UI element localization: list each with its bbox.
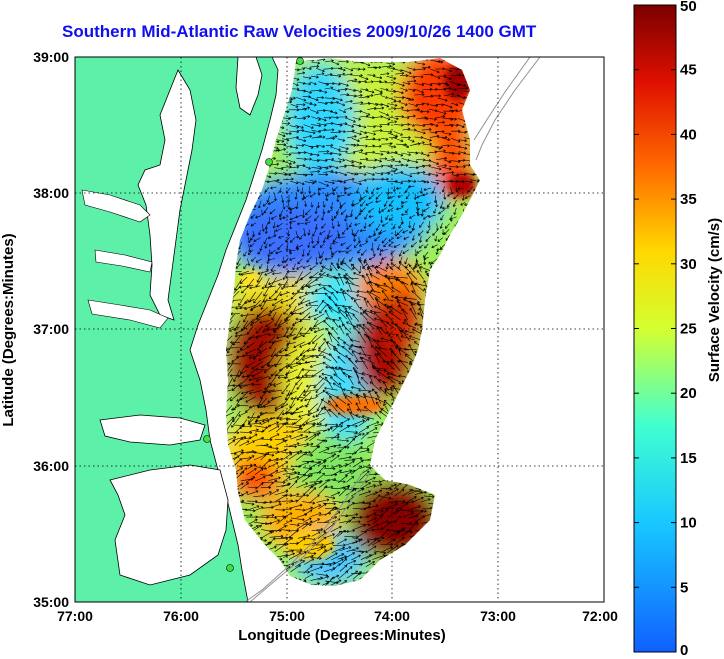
y-tick-label: 36:00 — [33, 458, 69, 474]
colorbar — [633, 4, 677, 653]
colorbar-tick-label: 30 — [680, 256, 697, 273]
x-axis-ticks: 77:00 76:00 75:00 74:00 73:00 72:00 — [57, 608, 618, 624]
colorbar-tick-label: 0 — [680, 642, 688, 659]
colorbar-tick-label: 45 — [680, 62, 697, 79]
james-river — [87, 299, 169, 329]
radar-sites — [203, 57, 304, 572]
y-tick-label: 38:00 — [33, 185, 69, 201]
colorbar-tick-label: 35 — [680, 191, 697, 208]
delaware-bay — [235, 57, 263, 116]
x-tick-label: 77:00 — [57, 608, 93, 624]
potomac-river — [81, 189, 151, 223]
colorbar-tick-label: 5 — [680, 579, 688, 596]
plot-frame — [74, 56, 605, 603]
y-axis-ticks: 39:00 38:00 37:00 36:00 35:00 — [33, 49, 69, 610]
shelf-contour-3 — [249, 469, 373, 602]
chart-title: Southern Mid-Atlantic Raw Velocities 200… — [62, 22, 537, 41]
shelf-contour-4 — [244, 469, 365, 602]
colorbar-tick-label: 50 — [680, 0, 697, 15]
colorbar-tick-label: 20 — [680, 385, 697, 402]
x-tick-label: 76:00 — [163, 608, 199, 624]
colorbar-tick-label: 15 — [680, 450, 697, 467]
radar-site — [203, 435, 211, 443]
x-tick-label: 72:00 — [582, 608, 618, 624]
colorbar-tick-label: 25 — [680, 321, 697, 338]
y-axis-label: Latitude (Degrees:Minutes) — [0, 233, 17, 426]
pamlico-sound — [109, 464, 229, 586]
radar-site — [265, 158, 273, 166]
grid-lines — [75, 57, 604, 602]
radar-site — [296, 57, 304, 65]
colorbar-label: Surface Velocity (cm/s) — [706, 218, 723, 382]
x-axis-label: Longitude (Degrees:Minutes) — [238, 627, 446, 644]
shelf-contour-2 — [473, 57, 531, 141]
radar-site — [226, 564, 234, 572]
y-tick-label: 35:00 — [33, 594, 69, 610]
chesapeake-bay — [137, 69, 197, 321]
y-tick-label: 37:00 — [33, 321, 69, 337]
colorbar-tick-label: 40 — [680, 126, 697, 143]
x-tick-label: 73:00 — [480, 608, 516, 624]
y-tick-label: 39:00 — [33, 49, 69, 65]
x-tick-label: 74:00 — [374, 608, 410, 624]
colorbar-tick-label: 10 — [680, 515, 697, 532]
shelf-contour — [475, 57, 541, 161]
rappahannock-river — [94, 249, 153, 273]
x-tick-label: 75:00 — [269, 608, 305, 624]
albemarle-sound — [99, 414, 206, 446]
